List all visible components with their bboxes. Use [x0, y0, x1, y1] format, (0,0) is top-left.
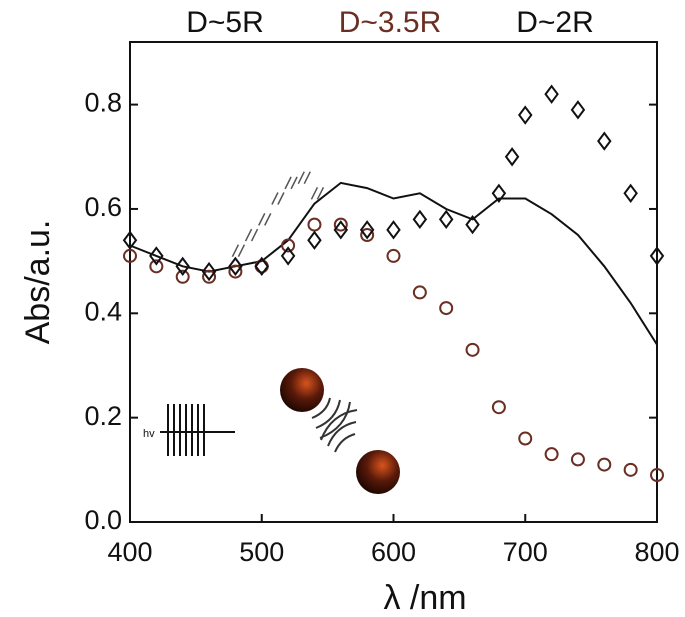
circle-marker	[597, 457, 612, 472]
y-tick-label: 0.4	[84, 296, 122, 326]
y-tick-label: 0.8	[84, 88, 122, 118]
circle-marker	[307, 217, 322, 232]
diamond-marker	[491, 183, 507, 203]
diamond-marker	[438, 209, 454, 230]
circle-marker	[518, 431, 533, 446]
diamond-marker	[359, 220, 375, 240]
inset-illustration	[160, 368, 400, 494]
diamond-marker	[504, 147, 520, 167]
x-tick-label: 800	[634, 537, 679, 567]
circle-marker	[254, 259, 269, 274]
diamond-marker	[518, 105, 533, 125]
diamond-marker	[333, 220, 349, 240]
circle-marker	[175, 269, 190, 284]
y-axis-title: Abs/a.u.	[19, 220, 57, 345]
circle-marker	[412, 285, 427, 300]
diamond-marker	[623, 183, 638, 203]
series-line	[129, 181, 658, 346]
circle-marker	[202, 269, 217, 284]
diamond-marker	[412, 209, 428, 230]
diamond-marker	[149, 246, 164, 266]
diamond-marker	[570, 100, 586, 120]
hatch-marker	[297, 171, 311, 184]
x-axis-title: λ /nm	[383, 579, 466, 617]
series-markers	[231, 171, 325, 258]
diamond-marker	[122, 230, 138, 250]
diamond-marker	[597, 131, 612, 151]
circle-marker	[650, 468, 664, 483]
circle-marker	[491, 400, 506, 415]
circle-marker	[623, 462, 638, 477]
diamond-marker	[175, 256, 190, 277]
diamond-marker	[254, 256, 269, 277]
series-markers	[122, 84, 665, 282]
hatch-marker	[284, 176, 298, 190]
circle-marker	[570, 452, 585, 467]
hatch-marker	[258, 213, 272, 226]
legend-label: D~2R	[516, 6, 594, 39]
legend-label: D~3.5R	[339, 6, 442, 39]
inset-label: hv	[143, 428, 155, 440]
hatch-marker	[310, 186, 325, 200]
circle-marker	[360, 228, 375, 243]
diamond-marker	[228, 256, 243, 277]
x-tick-label: 600	[371, 537, 416, 567]
diamond-marker	[386, 220, 401, 240]
diamond-marker	[201, 261, 217, 282]
circle-marker	[439, 301, 454, 316]
circle-marker	[228, 264, 243, 279]
diamond-marker	[465, 214, 480, 235]
circle-marker	[544, 447, 559, 462]
circle-marker	[465, 342, 480, 357]
diamond-marker	[280, 246, 296, 266]
hatch-marker	[231, 244, 246, 258]
diamond-marker	[649, 246, 665, 266]
x-tick-label: 400	[107, 537, 152, 567]
y-tick-label: 0.0	[84, 505, 122, 535]
circle-marker	[149, 259, 164, 274]
y-tick-label: 0.6	[84, 192, 122, 222]
circle-marker	[281, 238, 296, 253]
circle-marker	[386, 248, 401, 263]
circle-marker	[333, 217, 348, 232]
y-tick-label: 0.2	[84, 401, 122, 431]
diamond-marker	[307, 230, 322, 250]
hatch-marker	[271, 192, 285, 205]
x-tick-label: 500	[239, 537, 284, 567]
x-tick-label: 700	[503, 537, 548, 567]
hatch-marker	[244, 228, 259, 242]
diamond-marker	[544, 84, 559, 104]
legend-label: D~5R	[186, 6, 264, 39]
